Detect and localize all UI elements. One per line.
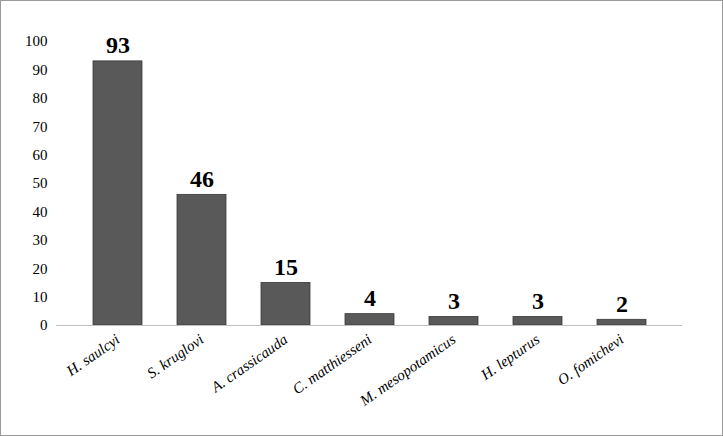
svg-text:20: 20 [33,261,48,277]
svg-text:90: 90 [33,62,48,78]
svg-text:60: 60 [33,147,48,163]
svg-text:30: 30 [33,232,48,248]
svg-text:3: 3 [448,288,460,314]
svg-text:2: 2 [616,291,628,317]
svg-text:10: 10 [33,289,48,305]
svg-text:M. mesopotamicus: M. mesopotamicus [356,331,458,409]
svg-text:50: 50 [33,175,48,191]
svg-text:3: 3 [532,288,544,314]
svg-text:0: 0 [40,317,48,333]
svg-text:C. matthiesseni: C. matthiesseni [290,331,375,397]
svg-text:80: 80 [33,90,48,106]
svg-text:O. fomichevi: O. fomichevi [555,331,627,388]
svg-text:S. kruglovi: S. kruglovi [144,331,206,381]
svg-text:15: 15 [274,254,298,280]
svg-text:H. lepturus: H. lepturus [477,331,542,383]
svg-text:A. crassicauda: A. crassicauda [207,331,290,396]
svg-text:40: 40 [33,204,48,220]
svg-text:4: 4 [364,285,376,311]
svg-text:46: 46 [190,166,214,192]
svg-text:70: 70 [33,119,48,135]
svg-text:100: 100 [25,33,48,49]
svg-text:H. saulcyi: H. saulcyi [63,331,123,380]
svg-text:93: 93 [106,32,130,58]
